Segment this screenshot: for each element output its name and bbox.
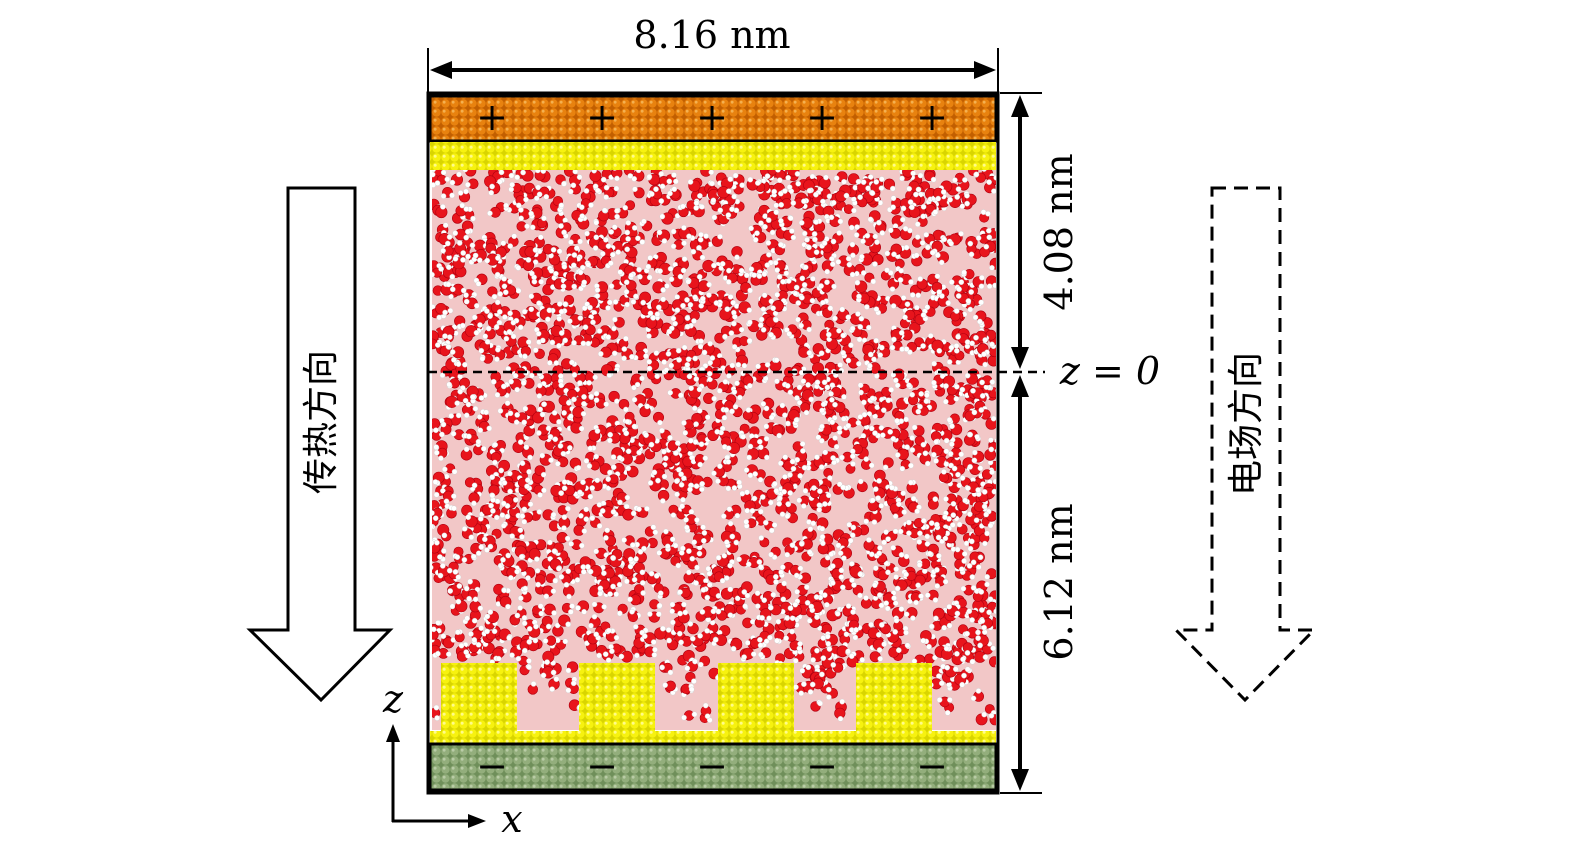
x-axis-label: x: [501, 797, 522, 841]
arrowhead-down-icon: [1011, 769, 1029, 791]
z-axis-arrow-icon: [386, 724, 400, 742]
minus-sign: −: [696, 744, 728, 788]
plus-sign: +: [476, 95, 508, 139]
arrowhead-down-icon: [1011, 347, 1029, 369]
minus-sign: −: [476, 744, 508, 788]
top-gold-layer: [430, 142, 996, 170]
gold-pillar: [856, 663, 932, 733]
heat-transfer-label: 传热方向: [301, 350, 342, 494]
bottom-electrode: − − − − −: [428, 742, 998, 792]
z-axis-label: z: [382, 677, 404, 721]
coordinate-axes: z x: [382, 677, 523, 841]
lower-height-label: 6.12 nm: [1037, 503, 1081, 660]
bottom-gold-structure: [430, 663, 996, 744]
minus-sign: −: [916, 744, 948, 788]
upper-height-label: 4.08 nm: [1037, 153, 1081, 310]
simulation-box: [426, 91, 1000, 795]
bottom-gold-layer: [430, 731, 996, 744]
x-axis-arrow-icon: [468, 814, 486, 828]
plus-sign: +: [586, 95, 618, 139]
plus-sign: +: [916, 95, 948, 139]
width-dimension: 8.16 nm: [427, 13, 999, 92]
width-label: 8.16 nm: [633, 13, 790, 57]
plus-sign: +: [696, 95, 728, 139]
height-dimensions: 4.08 nm 6.12 nm: [1000, 92, 1081, 794]
plus-sign: +: [806, 95, 838, 139]
electric-field-label: 电场方向: [1226, 352, 1267, 496]
minus-sign: −: [806, 744, 838, 788]
arrowhead-right-icon: [974, 61, 996, 79]
electric-field-arrow: 电场方向: [1172, 186, 1318, 703]
arrowhead-left-icon: [430, 61, 452, 79]
arrowhead-up-icon: [1011, 375, 1029, 397]
gold-pillar: [441, 663, 517, 733]
gold-pillar: [718, 663, 794, 733]
arrowhead-up-icon: [1011, 95, 1029, 117]
water-region: [432, 170, 996, 730]
z-zero-label: z = 0: [1059, 349, 1160, 393]
heat-transfer-arrow: 传热方向: [246, 186, 394, 703]
top-electrode: + + + + +: [428, 94, 998, 143]
minus-sign: −: [586, 744, 618, 788]
gold-pillar: [579, 663, 655, 733]
